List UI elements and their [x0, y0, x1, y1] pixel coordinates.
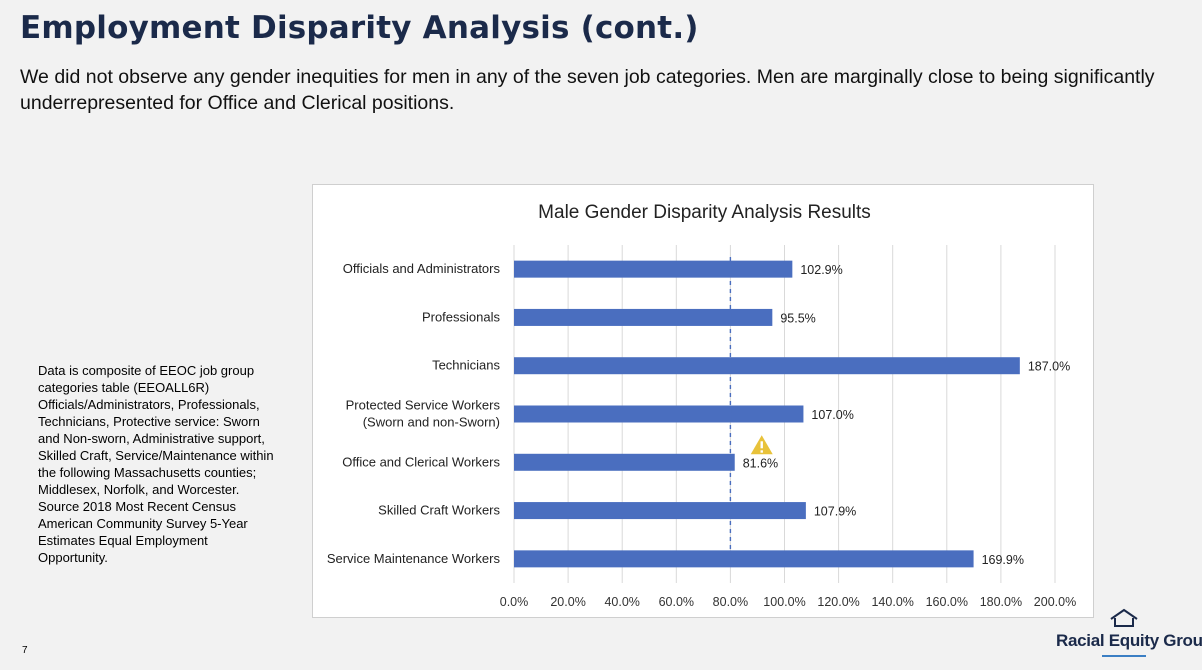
- x-tick-label: 20.0%: [550, 595, 585, 609]
- disparity-bar-chart: Male Gender Disparity Analysis Results 0.…: [327, 202, 1076, 609]
- value-label: 95.5%: [780, 311, 815, 325]
- bar: [514, 502, 806, 520]
- value-label: 102.9%: [800, 263, 842, 277]
- category-label: Technicians: [432, 358, 500, 373]
- bar: [514, 260, 793, 278]
- bar: [514, 357, 1020, 375]
- x-tick-label: 40.0%: [604, 595, 639, 609]
- value-label: 107.9%: [814, 505, 856, 519]
- page-title: Employment Disparity Analysis (cont.): [20, 10, 699, 46]
- category-label: Skilled Craft Workers: [378, 503, 500, 518]
- category-label: Office and Clerical Workers: [342, 454, 500, 469]
- value-label: 187.0%: [1028, 360, 1070, 374]
- warning-icon-dot: [760, 450, 763, 453]
- x-tick-label: 180.0%: [980, 595, 1022, 609]
- logo-text: Racial Equity Group: [1056, 631, 1202, 650]
- category-label: Officials and Administrators: [343, 261, 501, 276]
- value-label: 81.6%: [743, 456, 778, 470]
- x-tick-label: 160.0%: [926, 595, 968, 609]
- bar: [514, 550, 974, 568]
- x-tick-label: 100.0%: [763, 595, 805, 609]
- x-tick-label: 80.0%: [713, 595, 748, 609]
- page-subtitle: We did not observe any gender inequities…: [20, 66, 1155, 114]
- logo-underline: [1102, 655, 1146, 657]
- warning-icon-bar: [760, 441, 763, 449]
- bar: [514, 405, 804, 423]
- brand-logo: Racial Equity Group: [1056, 606, 1202, 660]
- data-source-note: Data is composite of EEOC job group cate…: [38, 363, 274, 565]
- category-label: Protected Service Workers: [346, 398, 501, 413]
- category-label: Professionals: [422, 309, 501, 324]
- chart-title: Male Gender Disparity Analysis Results: [538, 202, 871, 223]
- category-label: (Sworn and non-Sworn): [363, 415, 500, 430]
- category-label: Service Maintenance Workers: [327, 551, 501, 566]
- x-tick-label: 140.0%: [871, 595, 913, 609]
- x-tick-label: 120.0%: [817, 595, 859, 609]
- value-label: 169.9%: [982, 553, 1024, 567]
- bar: [514, 453, 735, 471]
- x-tick-label: 200.0%: [1034, 595, 1076, 609]
- value-label: 107.0%: [811, 408, 853, 422]
- house-icon: [1110, 608, 1138, 627]
- page-number: 7: [22, 645, 28, 656]
- chart-container: Male Gender Disparity Analysis Results 0.…: [312, 184, 1094, 618]
- x-tick-label: 0.0%: [500, 595, 529, 609]
- bar: [514, 308, 773, 326]
- x-tick-label: 60.0%: [659, 595, 694, 609]
